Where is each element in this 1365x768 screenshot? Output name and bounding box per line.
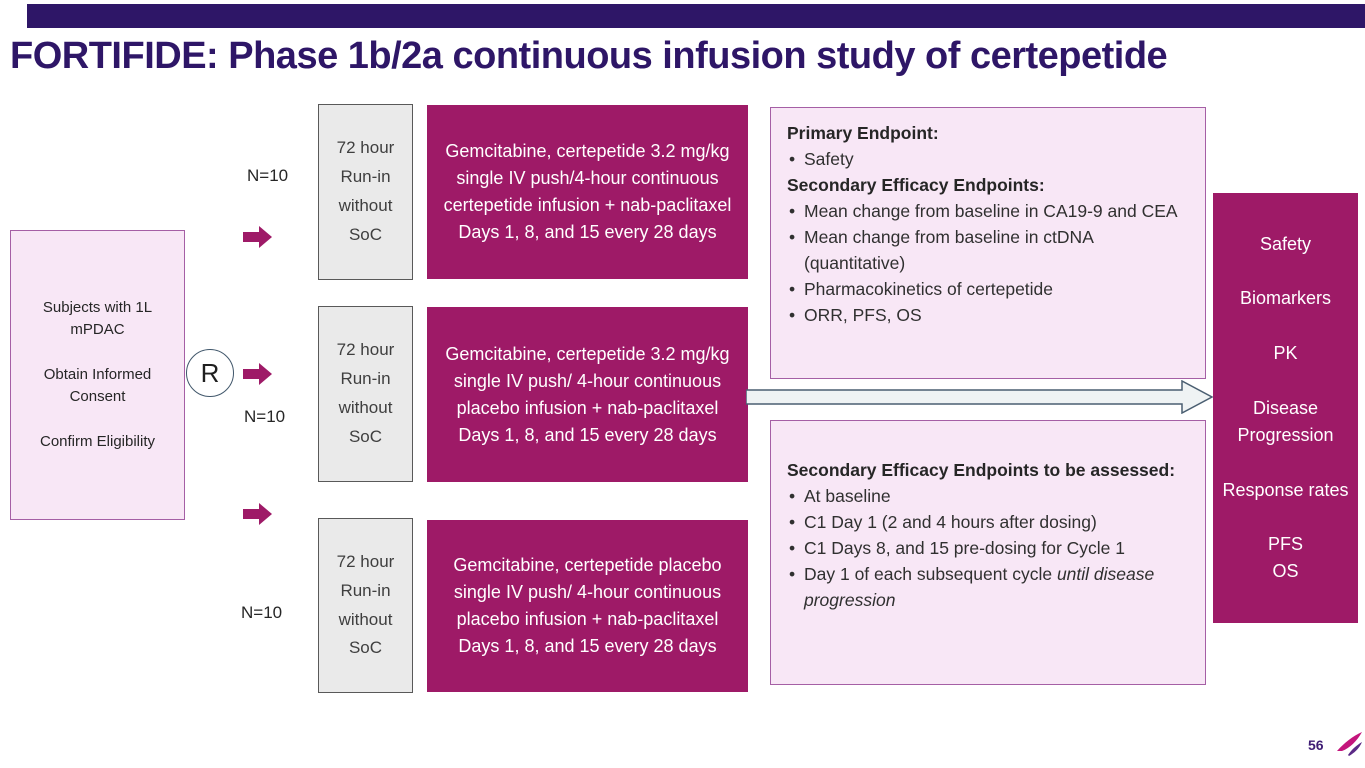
outcome-item-response-rates: Response rates: [1222, 479, 1349, 500]
run-in-box-arm3: 72 hour Run-in without SoC: [318, 518, 413, 693]
outcome-item-safety: Safety: [1259, 233, 1312, 254]
flow-arrow-icon: [746, 380, 1214, 414]
outcome-item-pfs: PFS: [1267, 534, 1303, 555]
eligibility-line-subjects: Subjects with 1L mPDAC: [42, 298, 153, 339]
run-in-box-arm2: 72 hour Run-in without SoC: [318, 306, 413, 482]
outcome-item-pk: PK: [1273, 343, 1298, 364]
outcome-item-biomarkers: Biomarkers: [1239, 288, 1332, 309]
randomization-circle: R: [186, 349, 234, 397]
outcome-group-pfs-os: PFS OS: [1268, 531, 1303, 585]
treatment-box-arm2: Gemcitabine, certepetide 3.2 mg/kg singl…: [427, 307, 748, 482]
endpoint-item: Safety: [787, 146, 1189, 172]
arm1-arrow-icon: [243, 226, 272, 248]
outcome-item-disease-progression: Disease Progression: [1237, 397, 1334, 445]
primary-endpoint-list: Safety: [787, 146, 1189, 172]
eligibility-line-consent: Obtain Informed Consent: [43, 365, 152, 406]
arm2-arrow-icon: [243, 363, 272, 385]
treatment-text-arm3: Gemcitabine, certepetide placebo single …: [453, 555, 722, 656]
treatment-text-arm2: Gemcitabine, certepetide 3.2 mg/kg singl…: [445, 343, 730, 445]
treatment-text-arm1: Gemcitabine, certepetide 3.2 mg/kg singl…: [443, 141, 732, 242]
assessment-item: Day 1 of each subsequent cycle until dis…: [787, 561, 1189, 613]
run-in-text-arm3: 72 hour Run-in without SoC: [336, 551, 395, 658]
outcome-item-os: OS: [1272, 561, 1299, 582]
assessment-heading: Secondary Efficacy Endpoints to be asses…: [787, 460, 1176, 480]
endpoint-item: Pharmacokinetics of certepetide: [787, 276, 1189, 302]
arm3-arrow-icon: [243, 503, 272, 525]
assessment-schedule-box: Secondary Efficacy Endpoints to be asses…: [770, 420, 1206, 685]
endpoint-item: ORR, PFS, OS: [787, 302, 1189, 328]
endpoint-item: Mean change from baseline in CA19-9 and …: [787, 198, 1189, 224]
page-number: 56: [1308, 737, 1324, 753]
assessment-item: C1 Day 1 (2 and 4 hours after dosing): [787, 509, 1189, 535]
run-in-text-arm2: 72 hour Run-in without SoC: [336, 340, 395, 446]
slide-title: FORTIFIDE: Phase 1b/2a continuous infusi…: [10, 35, 1168, 77]
header-accent-bar: [27, 4, 1365, 28]
n-label-arm3: N=10: [241, 603, 283, 622]
outcomes-panel: Safety Biomarkers PK Disease Progression…: [1213, 193, 1358, 623]
run-in-text-arm1: 72 hour Run-in without SoC: [336, 138, 395, 244]
treatment-box-arm1: Gemcitabine, certepetide 3.2 mg/kg singl…: [427, 105, 748, 279]
secondary-endpoint-heading: Secondary Efficacy Endpoints:: [787, 175, 1045, 195]
endpoint-item: Mean change from baseline in ctDNA (quan…: [787, 224, 1189, 276]
primary-endpoint-heading: Primary Endpoint:: [787, 123, 939, 143]
randomization-label: R: [200, 357, 220, 388]
assessment-item: At baseline: [787, 483, 1189, 509]
treatment-box-arm3: Gemcitabine, certepetide placebo single …: [427, 520, 748, 692]
assessment-item: C1 Days 8, and 15 pre-dosing for Cycle 1: [787, 535, 1189, 561]
assessment-item-italic-text: until disease progression: [804, 564, 1155, 610]
run-in-box-arm1: 72 hour Run-in without SoC: [318, 104, 413, 280]
assessment-item-text: Day 1 of each subsequent cycle: [804, 564, 1057, 584]
n-label-arm2: N=10: [244, 407, 286, 426]
endpoints-box: Primary Endpoint: Safety Secondary Effic…: [770, 107, 1206, 379]
eligibility-box: Subjects with 1L mPDAC Obtain Informed C…: [10, 230, 185, 520]
n-label-arm1: N=10: [247, 166, 289, 185]
assessment-list: At baseline C1 Day 1 (2 and 4 hours afte…: [787, 483, 1189, 613]
eligibility-line-confirm: Confirm Eligibility: [39, 432, 156, 450]
brand-logo-icon: [1337, 732, 1362, 756]
secondary-endpoint-list: Mean change from baseline in CA19-9 and …: [787, 198, 1189, 328]
